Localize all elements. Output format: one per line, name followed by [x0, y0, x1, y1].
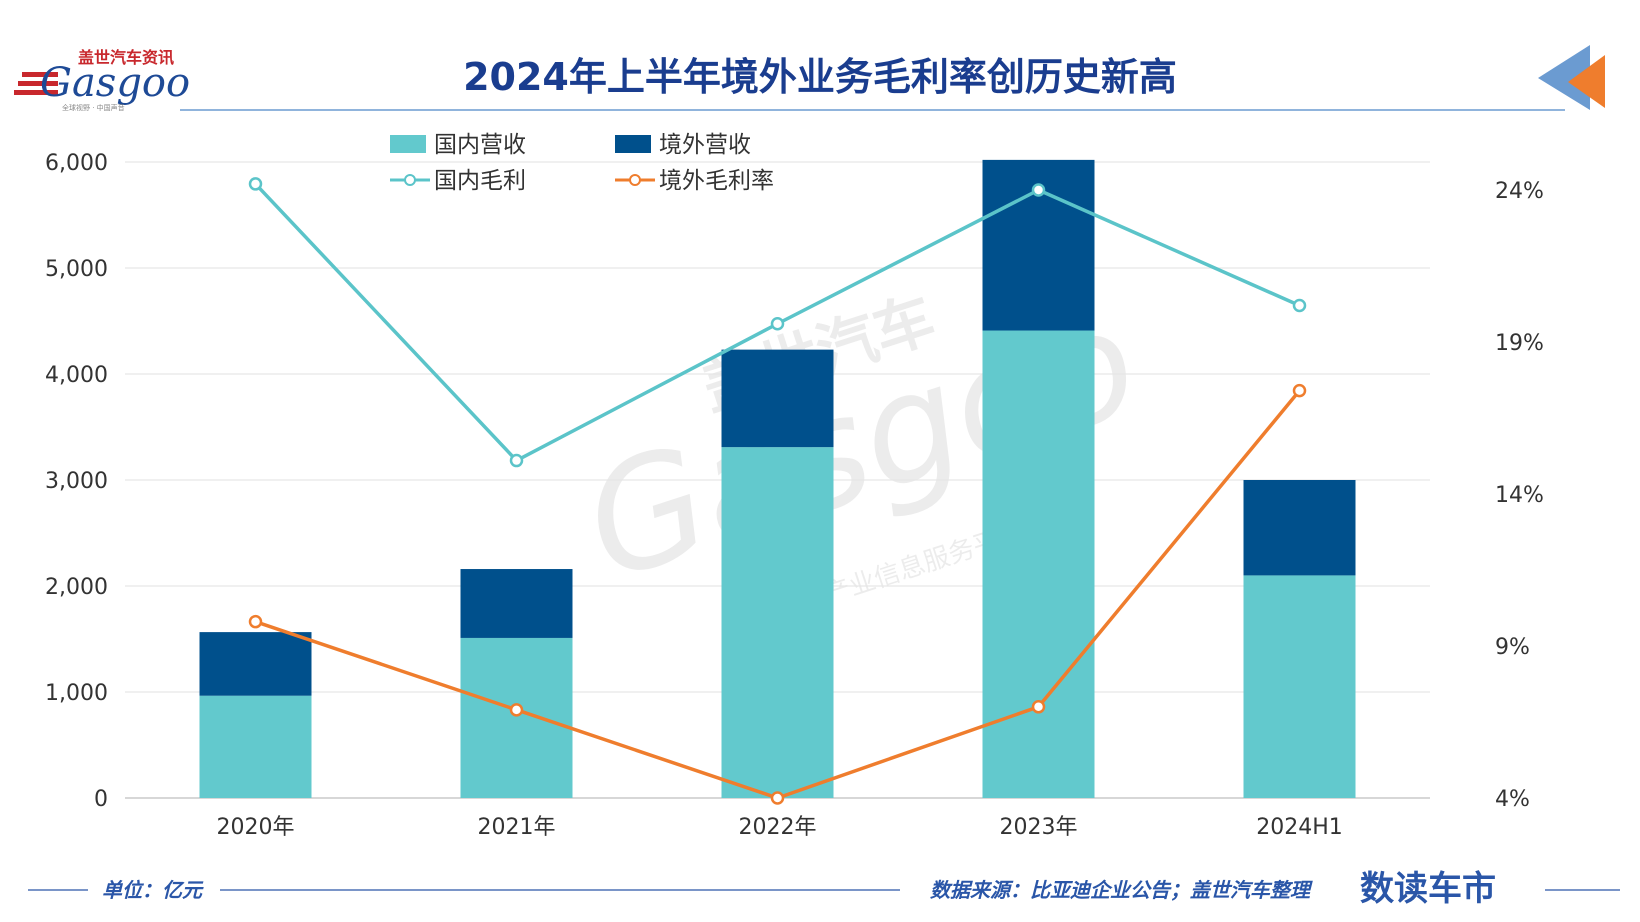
- legend-label-overseas-margin: 境外毛利率: [659, 168, 774, 194]
- brand-label: 数读车市: [1360, 869, 1496, 909]
- point-domestic-margin: [248, 177, 263, 191]
- point-overseas-margin: [248, 614, 263, 629]
- y-left-tick-label: 3,000: [45, 469, 108, 494]
- logo-tagline: 全球视野 · 中国声音: [62, 103, 125, 112]
- y-left-tick-label: 6,000: [45, 151, 108, 176]
- y-left-tick-label: 5,000: [45, 257, 108, 282]
- x-tick-label: 2023年: [1000, 815, 1078, 840]
- bar-overseas-revenue: [199, 632, 312, 696]
- legend-item-domestic-revenue: 国内营收: [390, 132, 526, 158]
- x-tick-label: 2024H1: [1256, 815, 1343, 840]
- x-tick-label: 2020年: [217, 815, 295, 840]
- x-axis: 2020年 2021年 2022年 2023年 2024H1: [217, 815, 1343, 840]
- legend-marker-domestic-margin: [404, 174, 416, 186]
- y-left-tick-label: 2,000: [45, 575, 108, 600]
- legend-marker-overseas-margin: [629, 174, 641, 186]
- legend-label-domestic-revenue: 国内营收: [434, 132, 526, 158]
- legend-label-domestic-margin: 国内毛利: [434, 168, 526, 194]
- bar-overseas-revenue: [460, 569, 573, 638]
- point-overseas-margin: [1292, 383, 1307, 398]
- bar-domestic-revenue: [982, 330, 1095, 798]
- bar-overseas-revenue: [1243, 480, 1356, 576]
- logo: 盖世汽车资讯 Gasgoo 全球视野 · 中国声音: [14, 48, 190, 112]
- page-title: 2024年上半年境外业务毛利率创历史新高: [463, 55, 1177, 99]
- point-domestic-margin: [1292, 298, 1307, 313]
- bars: [199, 159, 1356, 798]
- unit-label: 单位：亿元: [102, 878, 204, 902]
- y-left-tick-label: 4,000: [45, 363, 108, 388]
- bar-domestic-revenue: [460, 637, 573, 798]
- point-overseas-margin: [1031, 700, 1046, 714]
- y-left-tick-label: 0: [94, 787, 108, 812]
- bar-overseas-revenue: [721, 349, 834, 448]
- legend-label-overseas-revenue: 境外营收: [659, 132, 751, 158]
- logo-chinese-text: 盖世汽车资讯: [78, 48, 174, 67]
- y-right-tick-label: 4%: [1495, 787, 1530, 812]
- footer: 单位：亿元 数据来源：比亚迪企业公告；盖世汽车整理 数读车市: [28, 869, 1620, 909]
- x-tick-label: 2021年: [478, 815, 556, 840]
- bar-domestic-revenue: [1243, 575, 1356, 798]
- legend: 国内营收 境外营收 国内毛利 境外毛利率: [390, 132, 774, 194]
- x-tick-label: 2022年: [739, 815, 817, 840]
- point-overseas-margin: [770, 791, 785, 805]
- logo-speed-lines: [14, 72, 58, 95]
- bar-domestic-revenue: [199, 695, 312, 798]
- bar-domestic-revenue: [721, 447, 834, 798]
- legend-item-overseas-revenue: 境外营收: [615, 132, 751, 158]
- logo-english-text: Gasgoo: [40, 60, 190, 106]
- y-right-tick-label: 19%: [1495, 331, 1544, 356]
- point-overseas-margin: [509, 703, 524, 717]
- point-domestic-margin: [509, 453, 524, 468]
- source-label: 数据来源：比亚迪企业公告；盖世汽车整理: [930, 878, 1313, 902]
- legend-item-overseas-margin: 境外毛利率: [615, 168, 774, 194]
- right-axis: 4% 9% 14% 19% 24%: [1495, 179, 1544, 812]
- y-right-tick-label: 14%: [1495, 483, 1544, 508]
- legend-swatch-domestic-revenue: [390, 135, 426, 153]
- point-domestic-margin: [770, 317, 785, 331]
- y-left-tick-label: 1,000: [45, 681, 108, 706]
- left-axis: 0 1,000 2,000 3,000 4,000 5,000 6,000: [45, 151, 108, 812]
- legend-item-domestic-margin: 国内毛利: [390, 168, 526, 194]
- legend-swatch-overseas-revenue: [615, 135, 651, 153]
- lines: [248, 177, 1307, 805]
- y-right-tick-label: 24%: [1495, 179, 1544, 204]
- point-domestic-margin: [1031, 183, 1046, 197]
- corner-arrow-icon: [1538, 45, 1605, 110]
- y-right-tick-label: 9%: [1495, 635, 1530, 660]
